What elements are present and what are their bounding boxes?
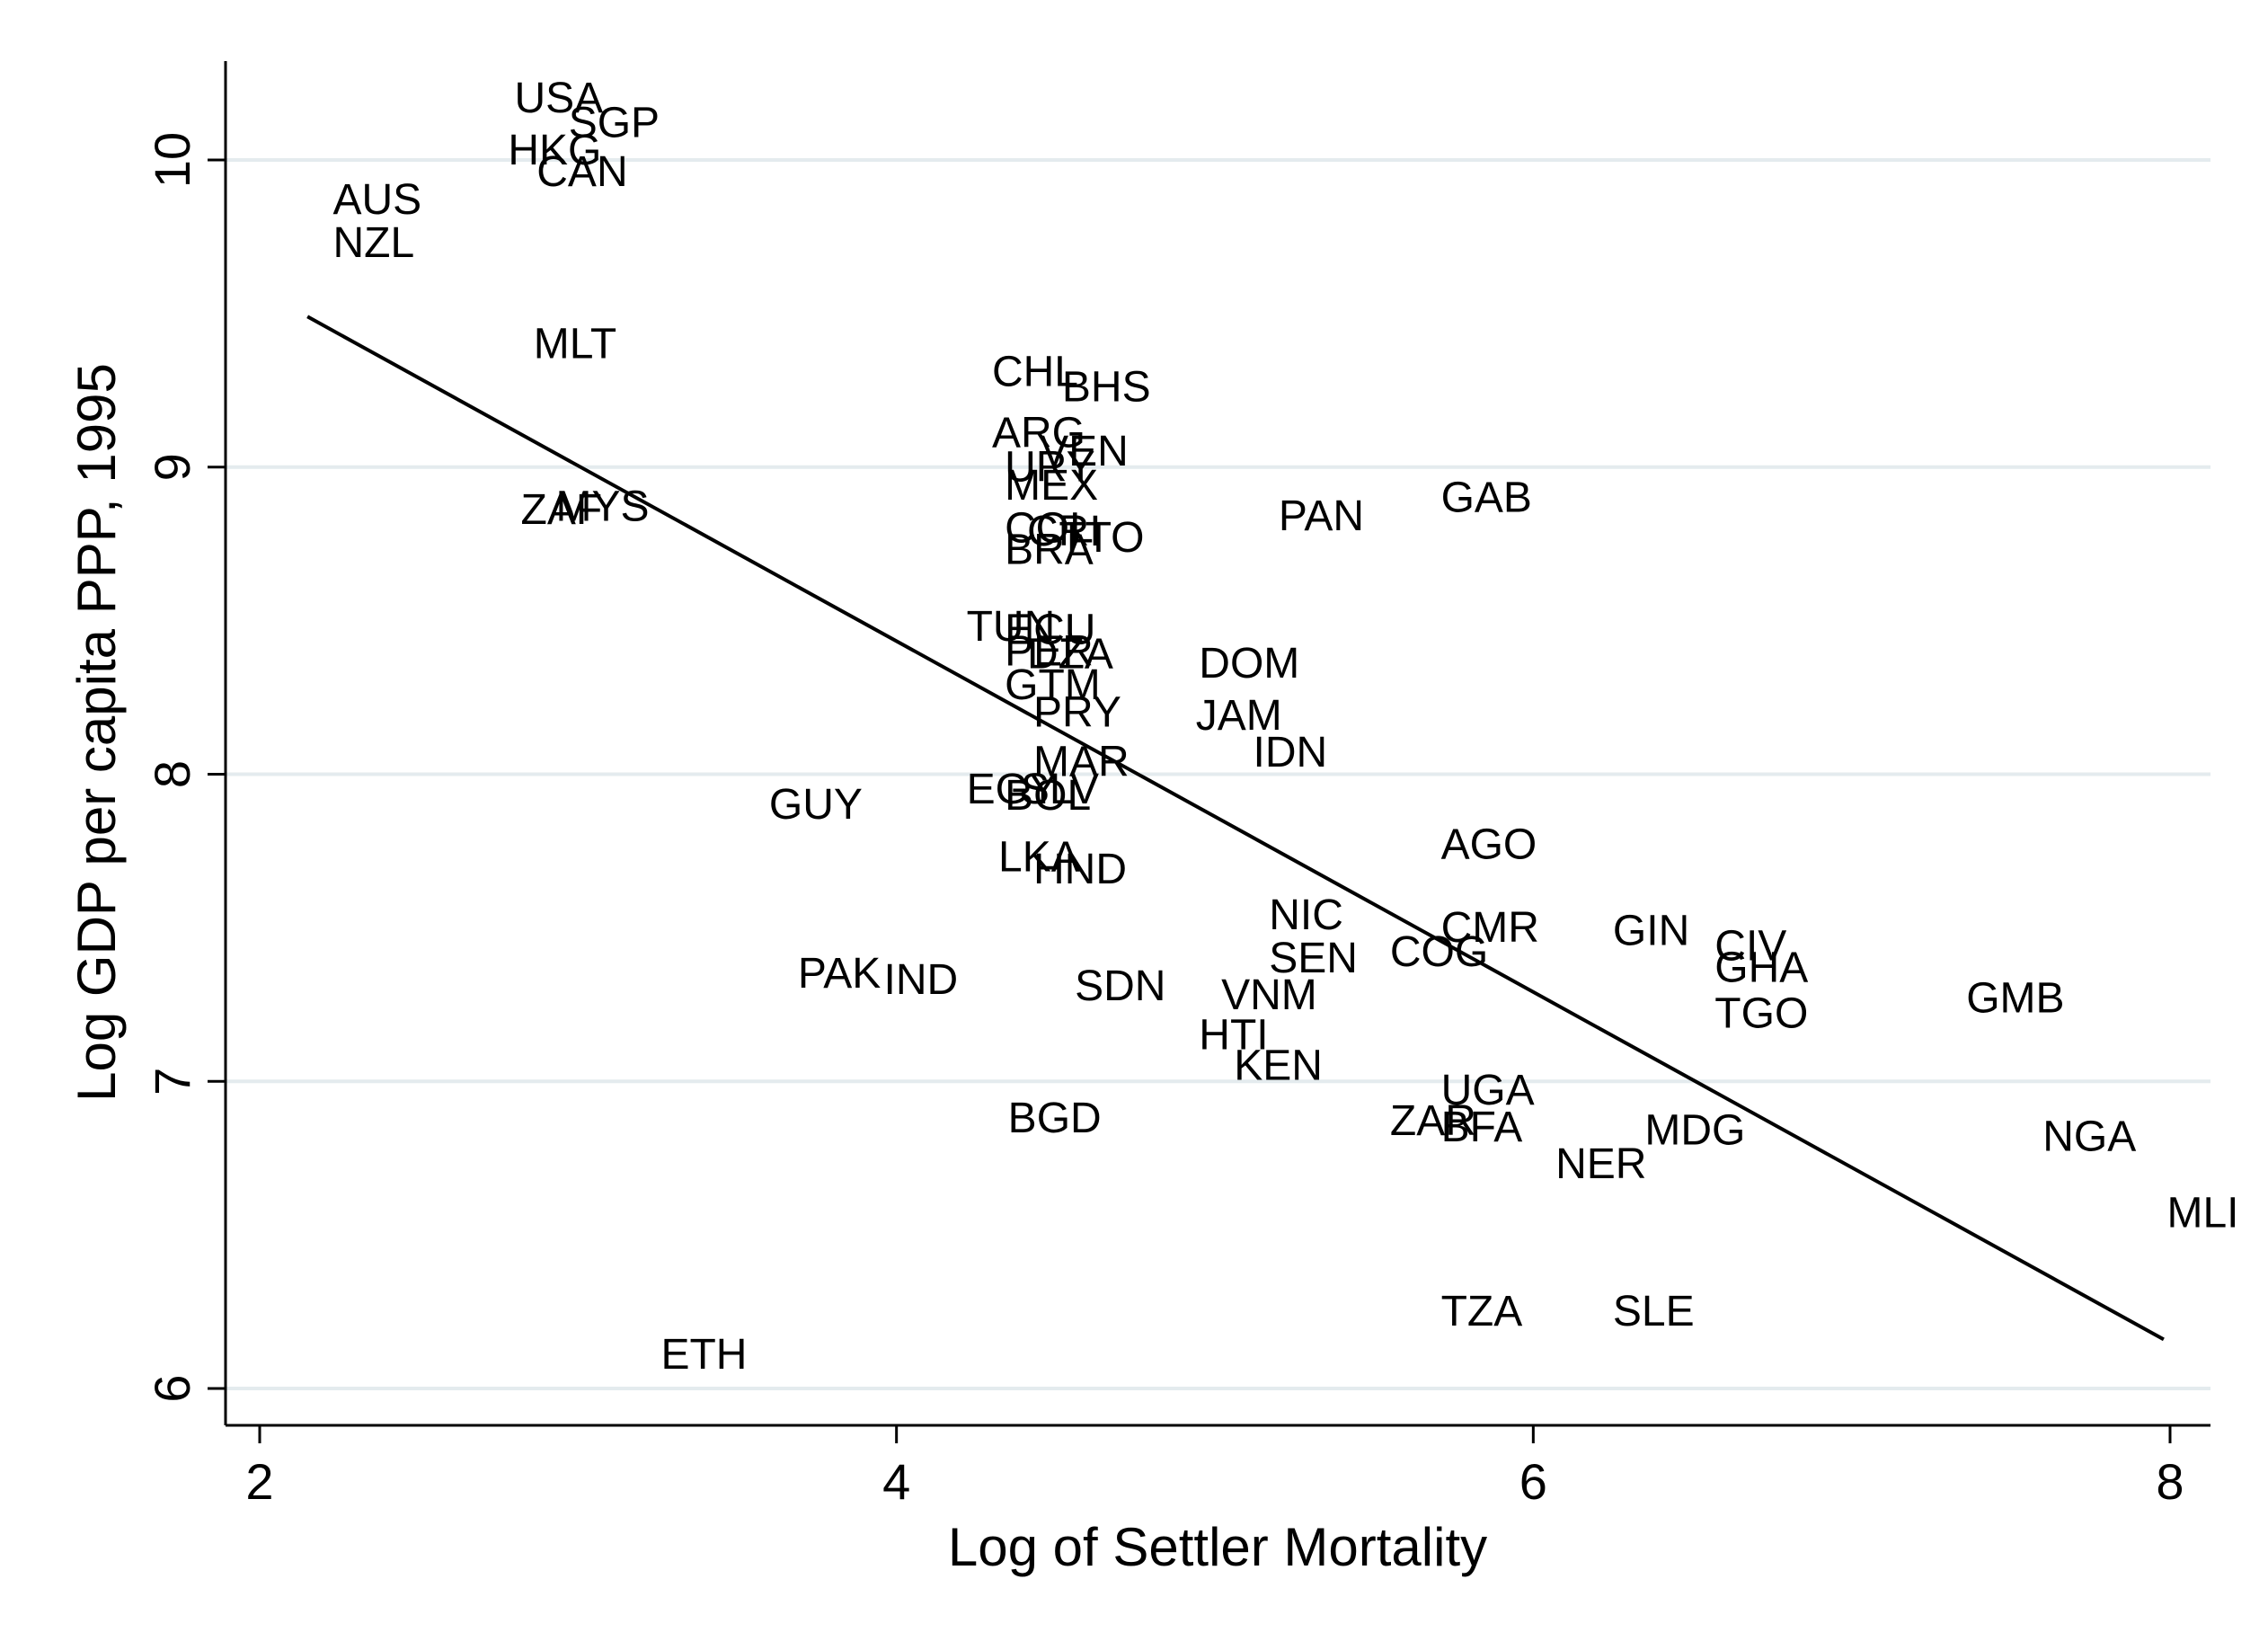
- y-tick-label-7: 7: [144, 1068, 200, 1096]
- x-tick-label-8: 8: [2156, 1453, 2184, 1510]
- data-point-sen: SEN: [1269, 935, 1358, 982]
- data-point-hkg: HKG: [508, 127, 601, 174]
- data-point-aus: AUS: [332, 176, 421, 224]
- data-point-gha: GHA: [1714, 944, 1808, 991]
- data-point-tza: TZA: [1441, 1288, 1523, 1335]
- data-point-ken: KEN: [1234, 1042, 1323, 1090]
- data-point-col: COL: [1005, 505, 1094, 553]
- data-point-arg: ARG: [992, 410, 1085, 457]
- data-point-bol: BOL: [1005, 772, 1091, 820]
- data-point-ecu: ECU: [1005, 606, 1095, 653]
- data-point-vnm: VNM: [1221, 971, 1317, 1019]
- data-point-slv: SLV: [1021, 766, 1099, 813]
- data-point-labels: USASGPHKGCANAUSNZLMLTZAFMYSCHLBHSARGVENU…: [332, 75, 2238, 1379]
- data-point-bhs: BHS: [1062, 363, 1151, 411]
- data-point-nic: NIC: [1269, 892, 1343, 939]
- data-point-zaf: ZAF: [521, 486, 603, 534]
- data-point-ven: VEN: [1040, 428, 1129, 475]
- data-point-zar: ZAR: [1390, 1097, 1476, 1145]
- data-point-tun: TUN: [967, 603, 1056, 651]
- y-tick-label-8: 8: [144, 760, 200, 788]
- data-point-bfa: BFA: [1441, 1104, 1523, 1151]
- data-point-hnd: HND: [1033, 846, 1127, 893]
- gridlines: [226, 158, 2210, 1390]
- data-point-pry: PRY: [1033, 689, 1121, 737]
- data-point-tgo: TGO: [1714, 990, 1808, 1038]
- data-point-lka: LKA: [998, 833, 1080, 881]
- x-tick-label-2: 2: [245, 1453, 273, 1510]
- data-point-ind: IND: [883, 956, 958, 1004]
- data-point-sdn: SDN: [1075, 962, 1165, 1010]
- y-axis-title: Log GDP per capita PPP, 1995: [66, 363, 127, 1102]
- data-point-mlt: MLT: [534, 321, 616, 368]
- data-point-cmr: CMR: [1441, 904, 1539, 952]
- data-point-per: PER: [1005, 627, 1094, 675]
- data-point-gab: GAB: [1441, 474, 1532, 521]
- data-point-can: CAN: [536, 148, 627, 196]
- data-point-bra: BRA: [1005, 527, 1094, 574]
- data-point-mys: MYS: [556, 483, 650, 531]
- data-point-dza: DZA: [1027, 631, 1113, 679]
- x-axis-title: Log of Settler Mortality: [948, 1517, 1487, 1577]
- data-point-gtm: GTM: [1005, 661, 1101, 709]
- data-point-sgp: SGP: [569, 99, 660, 146]
- data-point-ago: AGO: [1441, 821, 1537, 869]
- data-point-mdg: MDG: [1644, 1106, 1745, 1154]
- data-point-idn: IDN: [1254, 729, 1328, 776]
- x-tick-label-4: 4: [882, 1453, 910, 1510]
- data-point-gmb: GMB: [1966, 974, 2064, 1022]
- data-point-uga: UGA: [1441, 1067, 1535, 1114]
- data-point-ner: NER: [1555, 1140, 1646, 1188]
- data-point-chl: CHL: [992, 348, 1078, 395]
- data-point-civ: CIV: [1714, 922, 1786, 970]
- data-point-eth: ETH: [660, 1331, 747, 1379]
- data-point-bgd: BGD: [1008, 1095, 1102, 1142]
- data-point-nzl: NZL: [332, 219, 414, 267]
- data-point-pak: PAK: [798, 950, 881, 998]
- data-point-gin: GIN: [1613, 907, 1689, 954]
- fit-line: [306, 315, 2165, 1342]
- data-point-tto: TTO: [1059, 514, 1144, 562]
- axis-ticks: 6 7 8 9 10 2 4 6 8: [144, 132, 2184, 1510]
- data-point-guy: GUY: [769, 781, 863, 829]
- data-point-mar: MAR: [1033, 738, 1130, 785]
- y-tick-label-10: 10: [144, 132, 200, 188]
- data-point-usa: USA: [514, 75, 603, 122]
- data-point-nga: NGA: [2042, 1113, 2136, 1160]
- data-point-mli: MLI: [2166, 1190, 2238, 1238]
- axes: [224, 61, 2210, 1427]
- y-tick-label-9: 9: [144, 453, 200, 481]
- data-point-egy: EGY: [967, 766, 1058, 813]
- data-point-jam: JAM: [1196, 692, 1282, 740]
- fitted-line: [306, 315, 2165, 1342]
- data-point-pan: PAN: [1279, 492, 1364, 540]
- data-point-sle: SLE: [1613, 1288, 1695, 1335]
- data-point-cri: CRI: [1027, 508, 1102, 555]
- data-point-ury: URY: [1005, 443, 1094, 491]
- data-point-dom: DOM: [1199, 640, 1299, 688]
- data-point-hti: HTI: [1199, 1011, 1268, 1059]
- data-point-cog: COG: [1390, 928, 1488, 976]
- y-tick-label-6: 6: [144, 1374, 200, 1402]
- data-point-mex: MEX: [1005, 462, 1098, 510]
- x-tick-label-6: 6: [1519, 1453, 1547, 1510]
